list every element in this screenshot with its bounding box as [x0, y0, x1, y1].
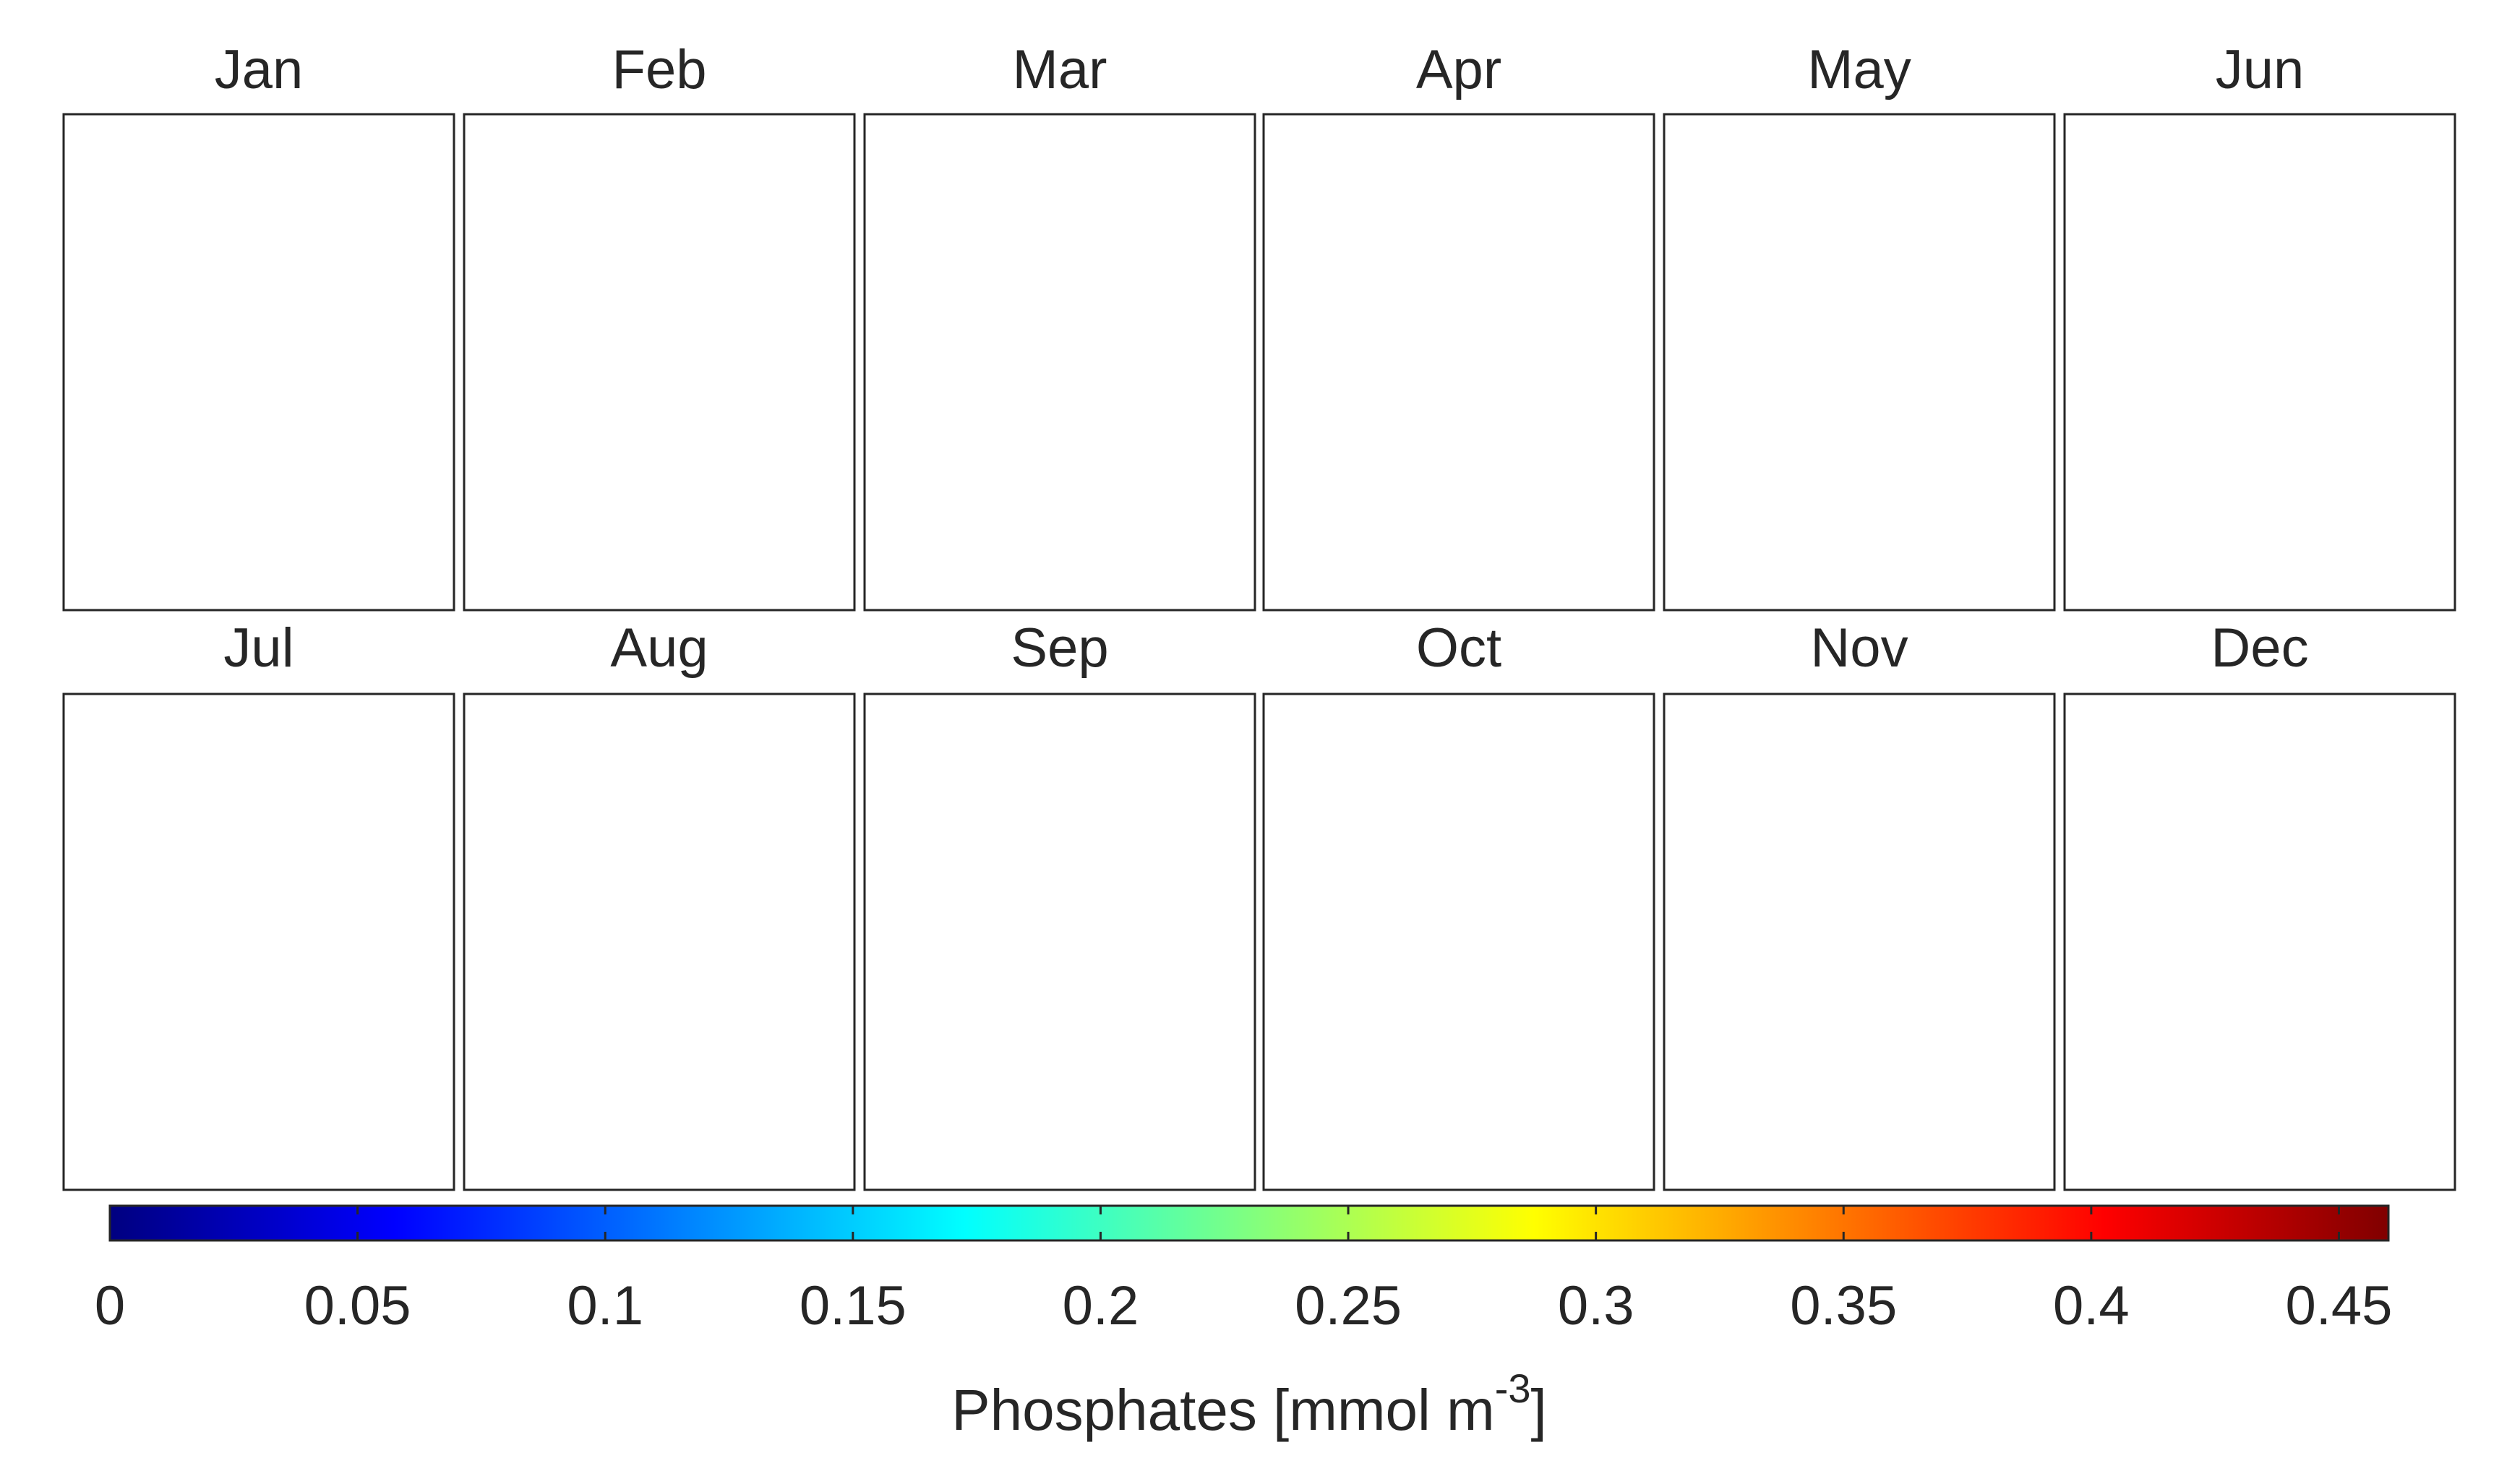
map-panel-dec — [2063, 693, 2456, 1191]
map-panel-aug — [463, 693, 856, 1191]
map-panel-jun — [2063, 113, 2456, 612]
panel-frame — [1663, 113, 2056, 612]
panel-title-apr: Apr — [1416, 39, 1501, 100]
colorbar-label: Phosphates [mmol m-3] — [951, 1366, 1546, 1442]
map-panel-jan — [62, 113, 455, 612]
panel-frame — [863, 113, 1256, 612]
colorbar-tick-label: 0.45 — [2286, 1275, 2393, 1337]
map-panel-oct — [1262, 693, 1655, 1191]
map-panel-may — [1663, 113, 2056, 612]
panel-title-jun: Jun — [2216, 39, 2305, 100]
panel-title-may: May — [1807, 39, 1911, 100]
map-panel-mar — [863, 113, 1256, 612]
map-panel-jul — [62, 693, 455, 1191]
colorbar-tick-label: 0.25 — [1295, 1275, 1402, 1337]
panel-title-jul: Jul — [223, 617, 293, 679]
colorbar-ticks: 0 0.05 0.1 0.15 0.2 0.25 0.3 0.35 0.4 0.45 — [95, 1206, 2393, 1337]
map-panel-nov — [1663, 693, 2056, 1191]
colorbar-tick-label: 0.35 — [1790, 1275, 1897, 1337]
colorbar-gradient — [108, 1204, 2390, 1242]
panel-title-aug: Aug — [610, 617, 708, 679]
panel-title-nov: Nov — [1810, 617, 1908, 679]
map-panel-apr — [1262, 113, 1655, 612]
colorbar-tick-label: 0.4 — [2053, 1275, 2130, 1337]
colorbar: 0 0.05 0.1 0.15 0.2 0.25 0.3 0.35 0.4 0.45 Phosph… — [95, 1204, 2393, 1442]
panel-frame — [2063, 113, 2456, 612]
panel-title-mar: Mar — [1013, 39, 1107, 100]
map-panels: Jan Feb Mar Apr May Jun Jul Aug Sep Oct Nov Dec — [62, 39, 2456, 1191]
panel-title-sep: Sep — [1011, 617, 1108, 679]
panel-title-jan: Jan — [215, 39, 304, 100]
panel-title-feb: Feb — [612, 39, 707, 100]
panel-frame — [1262, 693, 1655, 1191]
colorbar-tick-label: 0.1 — [567, 1275, 643, 1337]
panel-frame — [1663, 693, 2056, 1191]
colorbar-tick-label: 0.3 — [1558, 1275, 1634, 1337]
colorbar-tick-label: 0.15 — [800, 1275, 907, 1337]
panel-frame — [463, 113, 856, 612]
panel-frame — [863, 693, 1256, 1191]
panel-frame — [62, 693, 455, 1191]
colorbar-tick-label: 0 — [95, 1275, 125, 1337]
map-panel-sep — [863, 693, 1256, 1191]
panel-frame — [463, 693, 856, 1191]
map-panel-feb — [463, 113, 856, 612]
panel-frame — [2063, 693, 2456, 1191]
panel-title-dec: Dec — [2211, 617, 2308, 679]
panel-frame — [1262, 113, 1655, 612]
colorbar-tick-label: 0.05 — [304, 1275, 411, 1337]
colorbar-tick-label: 0.2 — [1063, 1275, 1139, 1337]
panel-frame — [62, 113, 455, 612]
panel-title-oct: Oct — [1416, 617, 1501, 679]
